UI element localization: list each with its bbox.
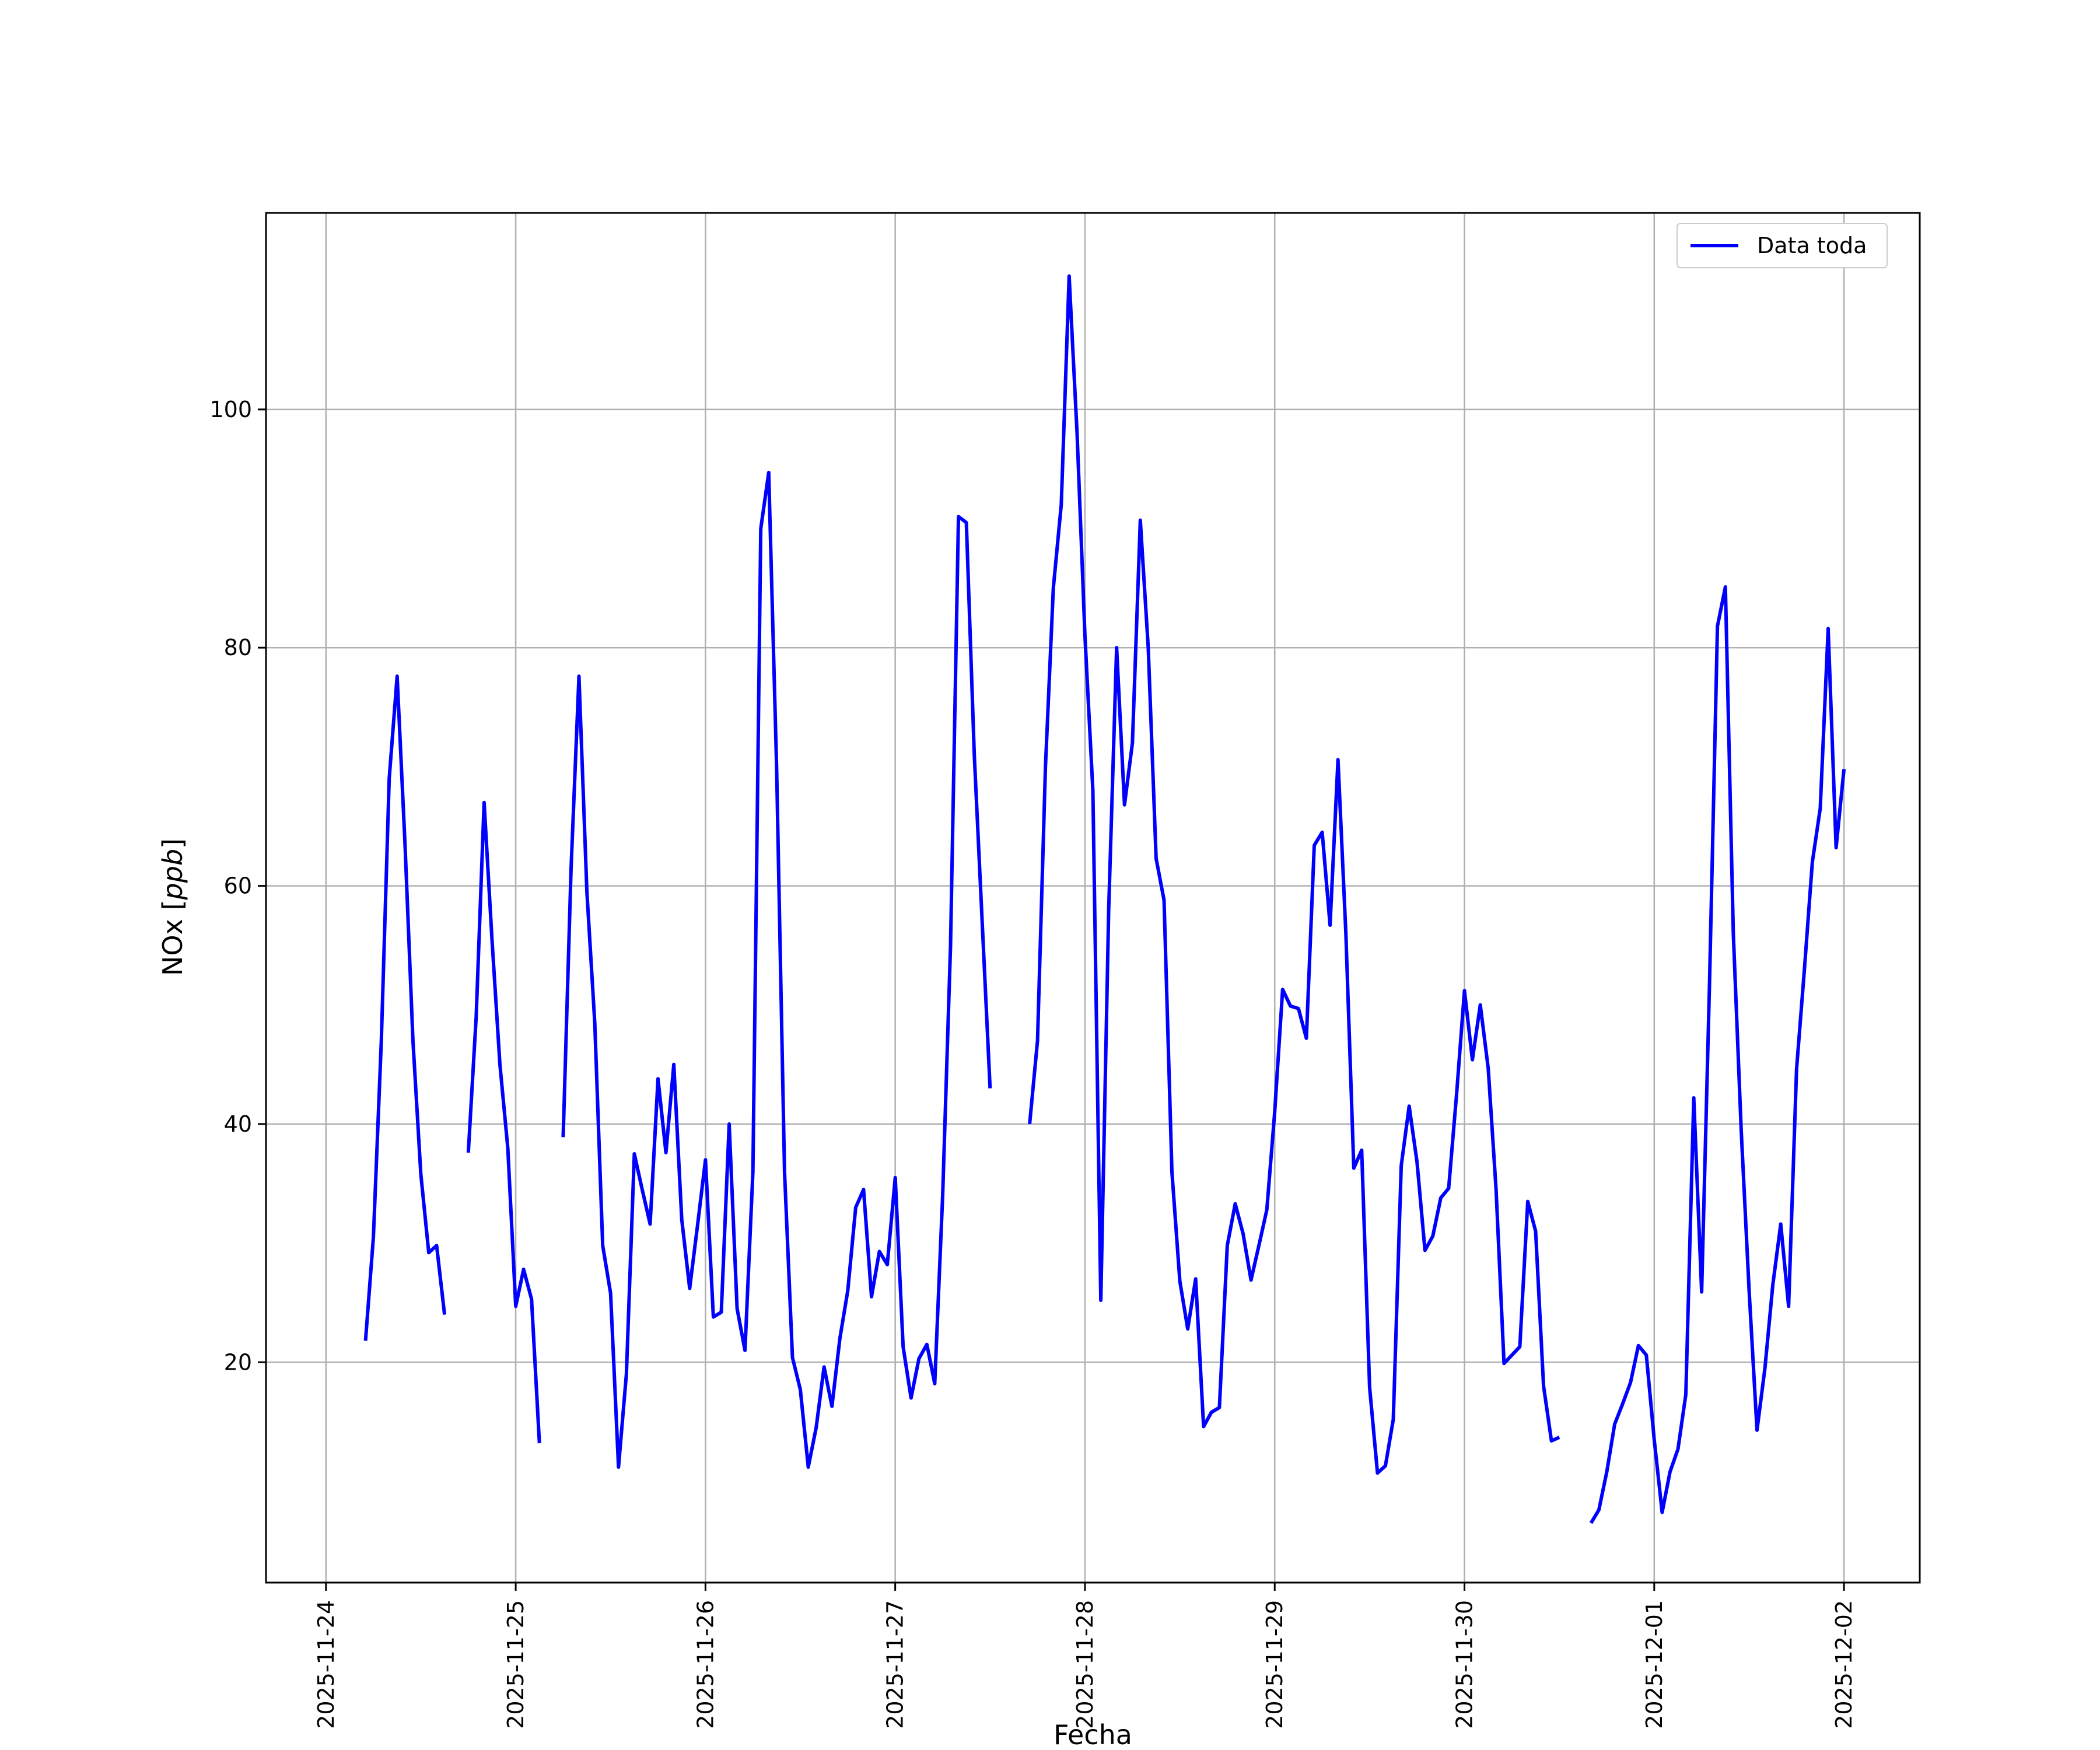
x-tick-label: 2025-12-01 — [1642, 1600, 1667, 1729]
legend-box — [1676, 223, 1888, 268]
y-axis-ticks: 20 40 60 80 100 — [209, 397, 266, 1375]
series-line-segment — [466, 800, 541, 1444]
x-tick-label: 2025-11-27 — [883, 1600, 908, 1729]
series-line-segment — [363, 674, 447, 1341]
series-line-segment — [1589, 585, 1846, 1524]
y-tick-label: 20 — [224, 1349, 252, 1375]
x-tick-label: 2025-11-26 — [692, 1600, 718, 1729]
x-tick-label: 2025-11-30 — [1452, 1600, 1478, 1729]
series-line-segment — [1028, 274, 1560, 1475]
x-tick-label: 2025-12-02 — [1831, 1600, 1857, 1729]
x-axis-label: Fecha — [1054, 1719, 1132, 1750]
grid — [266, 213, 1920, 1583]
series-line-segment — [561, 471, 992, 1469]
plot-frame — [265, 212, 1921, 1584]
y-tick-label: 80 — [224, 635, 252, 660]
y-tick-label: 100 — [209, 397, 252, 422]
legend: Data toda — [1676, 223, 1888, 268]
x-tick-label: 2025-11-28 — [1072, 1600, 1098, 1729]
series-data-toda — [363, 274, 1846, 1524]
x-tick-label: 2025-11-29 — [1262, 1600, 1287, 1729]
y-axis-label: NOx [ppb] — [157, 838, 188, 976]
x-tick-label: 2025-11-25 — [503, 1600, 528, 1729]
legend-label: Data toda — [1757, 233, 1867, 258]
y-tick-label: 60 — [224, 873, 252, 899]
y-tick-label: 40 — [224, 1111, 252, 1137]
x-axis-ticks: 2025-11-24 2025-11-25 2025-11-26 2025-11-27… — [313, 1583, 1857, 1729]
x-tick-label: 2025-11-24 — [313, 1600, 339, 1729]
